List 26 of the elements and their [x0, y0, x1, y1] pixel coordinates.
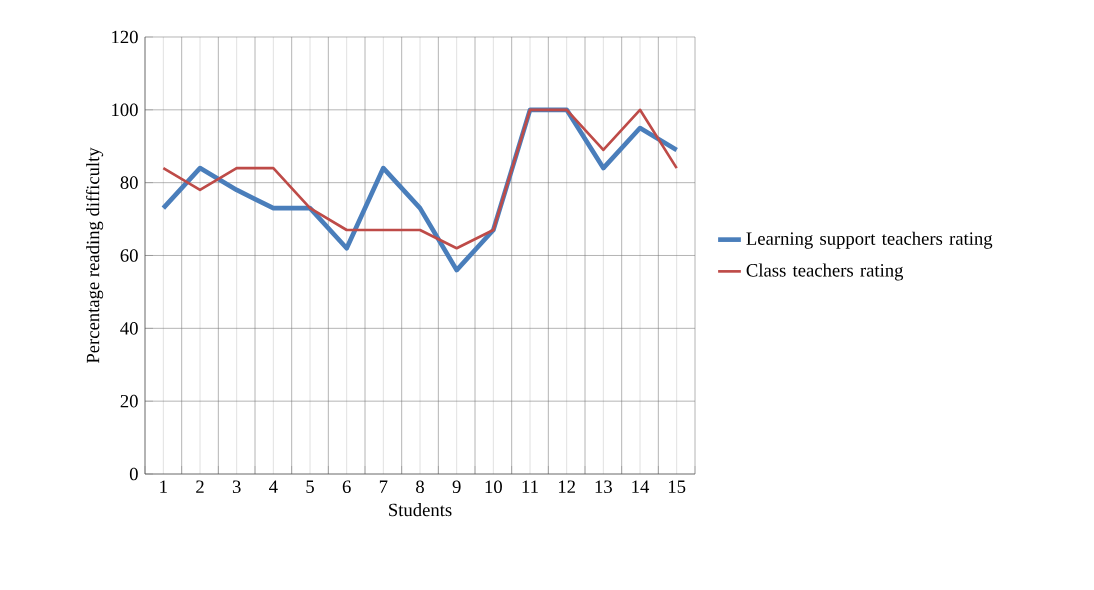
x-axis-title: Students — [389, 503, 452, 517]
legend-label: Class teachers rating — [746, 263, 904, 281]
x-tick-label: 3 — [232, 480, 241, 494]
x-tick-label: 7 — [379, 480, 388, 493]
y-tick-label: 40 — [120, 322, 138, 335]
x-tick-label: 5 — [306, 480, 314, 493]
x-tick-label: 11 — [522, 480, 538, 493]
y-tick-label: 80 — [120, 176, 138, 189]
y-tick-label: 0 — [129, 467, 138, 481]
x-tick-label: 9 — [452, 480, 461, 494]
y-tick-label: 20 — [120, 394, 138, 408]
legend-label: Learning support teachers rating — [746, 231, 993, 249]
x-tick-label: 6 — [342, 480, 351, 494]
x-tick-label: 14 — [632, 480, 650, 493]
y-tick-label: 100 — [112, 103, 138, 117]
x-tick-label: 10 — [485, 480, 502, 494]
x-tick-label: 12 — [558, 480, 575, 493]
y-tick-label: 120 — [112, 30, 138, 44]
y-axis-title: Percentage reading difficulty — [85, 147, 104, 364]
x-tick-label: 8 — [416, 480, 424, 494]
x-tick-label: 15 — [668, 480, 686, 493]
x-tick-label: 2 — [196, 480, 204, 493]
x-tick-label: 13 — [595, 480, 612, 494]
x-tick-label: 1 — [160, 480, 167, 493]
x-tick-label: 4 — [269, 480, 278, 493]
y-tick-label: 60 — [120, 249, 138, 262]
